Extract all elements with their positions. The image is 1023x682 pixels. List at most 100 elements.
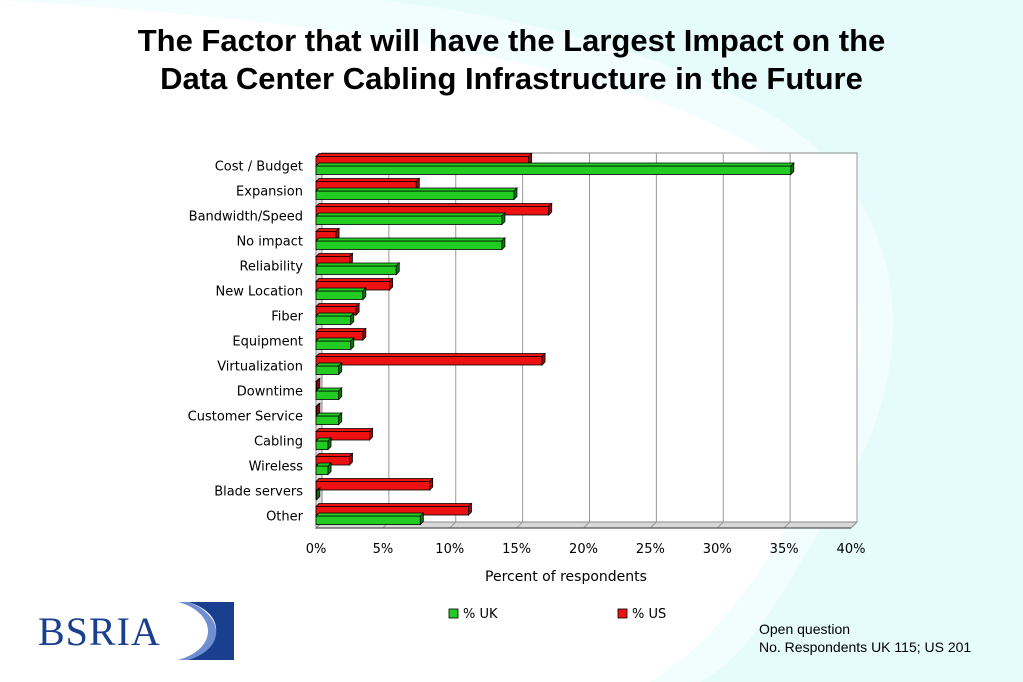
note-line-2: No. Respondents UK 115; US 201 [759, 639, 972, 655]
x-tick-label: 30% [703, 542, 732, 557]
title-line-1: The Factor that will have the Largest Im… [137, 23, 886, 58]
bar-us-12-top [315, 453, 354, 457]
bar-us-14-top [315, 503, 473, 507]
gridline-floor [583, 521, 590, 529]
gridline-floor [516, 521, 523, 529]
bar-uk-11-side [327, 437, 332, 451]
bar-uk-13-side [316, 487, 321, 501]
bar-us-14-side [468, 502, 472, 516]
bar-us-8-top [315, 353, 547, 357]
bar-us-7-side [362, 327, 367, 341]
bar-uk-5-front [315, 290, 364, 300]
category-label: Expansion [236, 185, 303, 200]
bar-us-0-top [315, 153, 533, 157]
bar-us-5-top [315, 278, 394, 282]
bar-uk-6-side [350, 312, 355, 326]
bar-uk-0 [315, 162, 795, 176]
bar-us-3-top [315, 228, 341, 232]
bar-uk-5-top [315, 287, 367, 292]
bar-us-14 [315, 502, 473, 516]
bar-uk-8-side [338, 362, 343, 376]
bar-us-8-side [541, 352, 546, 366]
bar-us-9-side [316, 377, 321, 391]
legend-label-us: % US [632, 607, 666, 622]
chart-bars [315, 152, 795, 526]
bar-uk-14 [315, 512, 425, 526]
category-label: Cost / Budget [215, 160, 303, 175]
bar-uk-6-front [315, 315, 352, 325]
bar-uk-10-top [315, 412, 343, 417]
bar-uk-10 [315, 412, 343, 426]
bar-uk-2-top [315, 212, 506, 217]
respondents-note: Open question No. Respondents UK 115; US… [759, 620, 971, 656]
bar-uk-3-top [315, 237, 506, 242]
x-tick-label: 20% [569, 542, 598, 557]
category-label: Other [266, 510, 304, 525]
category-label: Fiber [271, 310, 303, 325]
bar-us-13-top [315, 478, 434, 482]
bar-uk-14-side [419, 512, 424, 526]
bar-uk-11-front [315, 440, 329, 450]
category-label: Bandwidth/Speed [189, 210, 303, 225]
bar-uk-9 [315, 387, 343, 401]
category-label: New Location [216, 285, 303, 300]
bar-us-6 [315, 302, 361, 316]
bar-uk-0-top [315, 162, 795, 167]
bar-uk-3 [315, 237, 506, 251]
bar-uk-13 [315, 487, 321, 501]
bar-us-12-side [349, 452, 353, 466]
bar-us-13-side [429, 477, 434, 491]
bar-uk-4-front [315, 265, 397, 275]
gridline-floor [850, 521, 858, 529]
title-line-2: Data Center Cabling Infrastructure in th… [160, 61, 863, 96]
category-label: Virtualization [217, 360, 303, 375]
bar-us-2-side [548, 202, 553, 216]
bar-uk-4-side [395, 262, 400, 276]
bar-uk-6 [315, 312, 355, 326]
category-label: Downtime [237, 385, 303, 400]
bar-us-6-top [315, 303, 361, 307]
bar-uk-0-side [790, 162, 795, 176]
bar-uk-1-top [315, 187, 518, 192]
bar-us-11-side [369, 427, 373, 441]
bar-uk-2 [315, 212, 506, 226]
chart-legend: % UK % US [448, 607, 666, 622]
logo-text: BSRIA [38, 609, 161, 654]
bar-uk-12-front [315, 465, 329, 475]
bar-us-3 [315, 227, 341, 241]
bar-uk-3-side [501, 237, 506, 251]
bar-uk-2-front [315, 215, 503, 225]
x-tick-label: 15% [502, 542, 531, 557]
bar-uk-10-front [315, 415, 340, 425]
gridline-floor [783, 521, 791, 529]
x-tick-label: 10% [435, 542, 464, 557]
bar-uk-4-top [315, 262, 401, 267]
gridline-floor [650, 521, 657, 529]
bsria-logo: BSRIA [38, 600, 234, 662]
bar-us-8-front [315, 356, 543, 366]
bar-uk-14-front [315, 515, 421, 525]
bar-uk-9-top [315, 387, 343, 392]
bar-uk-4 [315, 262, 401, 276]
chart-title: The Factor that will have the Largest Im… [0, 22, 1023, 98]
bar-uk-8 [315, 362, 343, 376]
category-label: Reliability [239, 260, 303, 275]
bar-uk-7-top [315, 337, 355, 342]
category-label: Wireless [249, 460, 304, 475]
bar-us-12 [315, 452, 354, 466]
bar-uk-0-front [315, 165, 792, 175]
bar-uk-12 [315, 462, 333, 476]
gridline-floor [449, 521, 457, 529]
x-tick-label: 35% [770, 542, 799, 557]
category-label: Customer Service [188, 410, 303, 425]
bar-us-3-side [335, 227, 340, 241]
bar-uk-10-side [338, 412, 343, 426]
bar-us-4-side [349, 252, 353, 266]
bar-us-8 [315, 352, 547, 366]
bar-uk-5-side [362, 287, 367, 301]
legend-swatch-uk [448, 608, 459, 619]
note-line-1: Open question [759, 621, 851, 637]
bar-us-13-front [315, 481, 431, 491]
bar-us-2-top [315, 203, 553, 207]
